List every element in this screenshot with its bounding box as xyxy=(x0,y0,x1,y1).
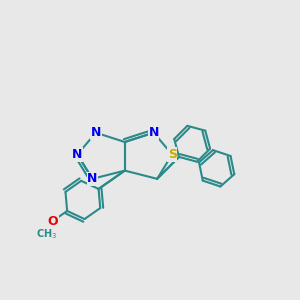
Text: CH$_3$: CH$_3$ xyxy=(36,227,57,241)
Text: N: N xyxy=(91,126,101,139)
Text: N: N xyxy=(148,126,159,139)
Text: S: S xyxy=(168,148,177,161)
Text: N: N xyxy=(72,148,82,161)
Text: N: N xyxy=(87,172,98,185)
Text: O: O xyxy=(47,214,58,227)
